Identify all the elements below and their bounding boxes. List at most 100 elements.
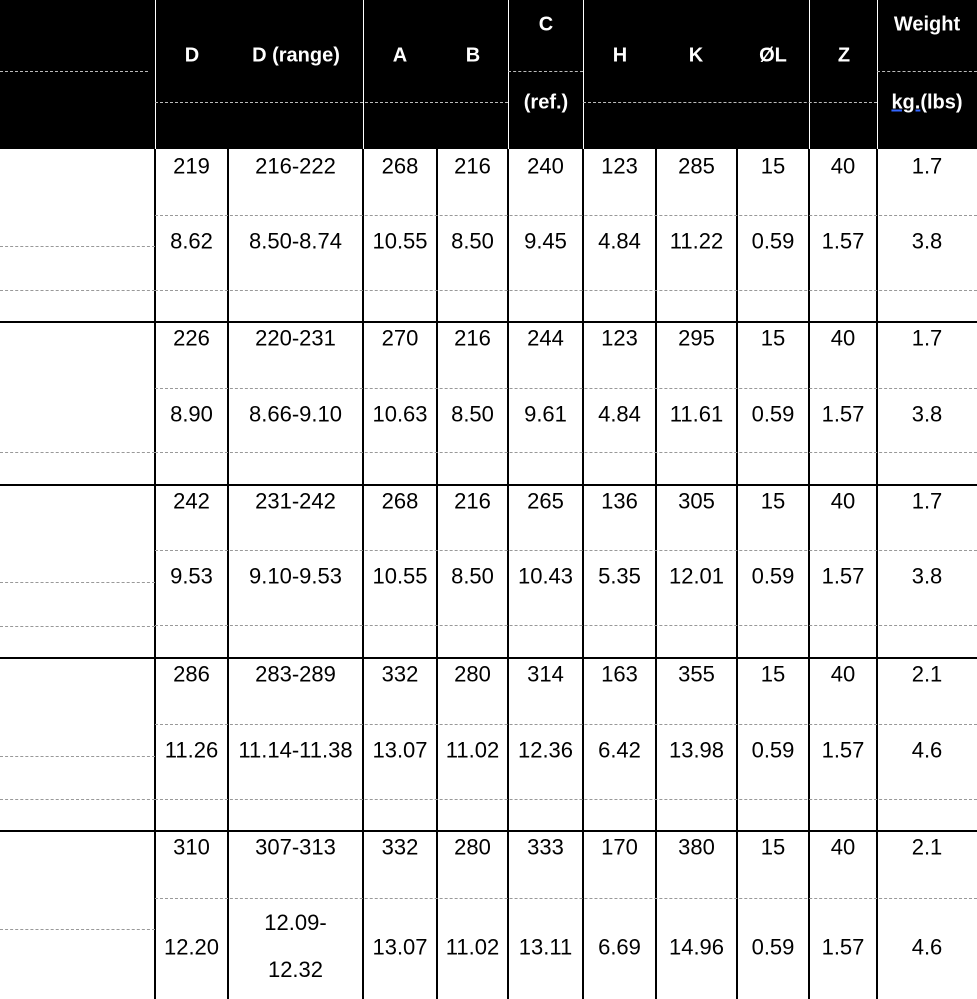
row-divider <box>155 388 977 389</box>
imperial-value: 1.57 <box>821 934 865 960</box>
metric-value: 1.7 <box>911 153 943 179</box>
row-divider <box>155 215 977 216</box>
imperial-value: 6.69 <box>598 934 641 960</box>
imperial-value: 4.84 <box>598 228 641 254</box>
imperial-value: 1.57 <box>821 563 865 589</box>
metric-value: 355 <box>678 661 715 687</box>
metric-value: 285 <box>678 153 715 179</box>
metric-value: 280 <box>454 834 491 860</box>
row-divider <box>0 626 155 627</box>
header-h: H <box>612 44 628 67</box>
metric-value: 216-222 <box>255 153 336 179</box>
header-d: D <box>184 44 200 67</box>
metric-value: 268 <box>381 488 419 514</box>
column-divider <box>736 149 738 999</box>
column-divider <box>655 149 657 999</box>
imperial-value: 13.07 <box>372 934 428 960</box>
metric-value: 40 <box>830 325 856 351</box>
metric-value: 305 <box>678 488 715 514</box>
metric-value: 15 <box>760 661 786 687</box>
metric-value: 136 <box>601 488 638 514</box>
imperial-value: 9.53 <box>170 563 213 589</box>
metric-value: 270 <box>381 325 419 351</box>
column-divider <box>582 149 584 999</box>
column-divider <box>154 149 156 999</box>
header-weight-unit: kg.(lbs) <box>891 92 962 115</box>
imperial-value: 0.59 <box>751 934 795 960</box>
metric-value: 216 <box>454 153 491 179</box>
imperial-value: 0.59 <box>751 563 795 589</box>
header-c-ref: (ref.) <box>523 91 569 114</box>
group-divider <box>0 830 977 832</box>
imperial-value: 3.8 <box>911 228 943 254</box>
row-divider <box>155 550 977 551</box>
imperial-value: 1.57 <box>821 401 865 427</box>
column-divider <box>808 149 810 999</box>
imperial-value: 4.6 <box>911 737 943 763</box>
imperial-value: 11.02 <box>445 737 500 763</box>
column-divider <box>227 149 229 999</box>
imperial-value: 13.11 <box>518 934 573 960</box>
metric-value: 240 <box>527 153 564 179</box>
metric-value: 123 <box>601 325 638 351</box>
metric-value: 216 <box>454 488 491 514</box>
metric-value: 244 <box>527 325 564 351</box>
imperial-value: 11.14-11.38 <box>238 737 353 763</box>
row-divider <box>0 582 155 583</box>
row-divider <box>0 452 155 453</box>
imperial-value: 8.50 <box>451 401 494 427</box>
metric-value: 332 <box>381 834 419 860</box>
metric-value: 332 <box>381 661 419 687</box>
imperial-value: 9.45 <box>524 228 567 254</box>
metric-value: 268 <box>381 153 419 179</box>
imperial-value: 8.50 <box>451 563 494 589</box>
metric-value: 333 <box>527 834 564 860</box>
row-divider <box>0 290 155 291</box>
metric-value: 123 <box>601 153 638 179</box>
metric-value: 163 <box>601 661 638 687</box>
metric-value: 15 <box>760 153 786 179</box>
row-divider <box>0 799 155 800</box>
metric-value: 219 <box>173 153 210 179</box>
imperial-value: 3.8 <box>911 563 943 589</box>
metric-value: 1.7 <box>911 488 943 514</box>
row-divider <box>155 799 977 800</box>
imperial-value: 6.42 <box>598 737 641 763</box>
row-divider <box>155 625 977 626</box>
group-divider <box>0 321 977 323</box>
imperial-value: 4.6 <box>911 934 943 960</box>
metric-value: 40 <box>830 661 856 687</box>
row-divider <box>155 724 977 725</box>
metric-value: 40 <box>830 488 856 514</box>
metric-value: 40 <box>830 834 856 860</box>
metric-value: 15 <box>760 488 786 514</box>
imperial-value: 5.35 <box>598 563 641 589</box>
metric-value: 310 <box>173 834 210 860</box>
metric-value: 314 <box>527 661 564 687</box>
header-k: K <box>688 44 704 67</box>
imperial-value: 12.09- 12.32 <box>264 910 327 982</box>
imperial-value: 0.59 <box>751 228 795 254</box>
imperial-value: 8.90 <box>170 401 213 427</box>
imperial-value: 14.96 <box>668 934 725 960</box>
column-divider <box>876 149 878 999</box>
metric-value: 170 <box>601 834 638 860</box>
metric-value: 15 <box>760 834 786 860</box>
metric-value: 15 <box>760 325 786 351</box>
metric-value: 226 <box>173 325 210 351</box>
metric-value: 216 <box>454 325 491 351</box>
metric-value: 307-313 <box>255 834 336 860</box>
metric-value: 286 <box>173 661 210 687</box>
group-divider <box>0 484 977 486</box>
imperial-value: 8.62 <box>170 228 213 254</box>
imperial-value: 11.26 <box>164 737 219 763</box>
imperial-value: 0.59 <box>751 401 795 427</box>
header-b: B <box>465 44 481 67</box>
metric-value: 220-231 <box>255 325 336 351</box>
metric-value: 280 <box>454 661 491 687</box>
header-d-range: D (range) <box>252 44 340 67</box>
metric-value: 1.7 <box>911 325 943 351</box>
table-header: D D (range) A B C (ref.) H K ØL Z Weight… <box>0 0 977 149</box>
imperial-value: 12.01 <box>668 563 725 589</box>
